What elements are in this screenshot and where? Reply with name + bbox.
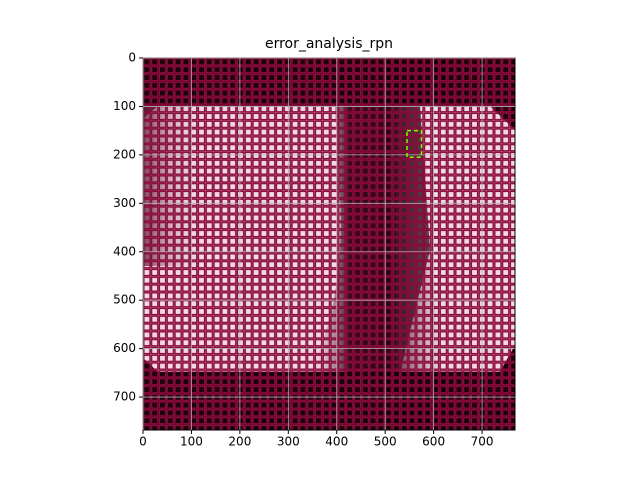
y-tick-label: 200 [113, 147, 136, 161]
image [143, 58, 515, 430]
x-tick-label: 100 [180, 435, 203, 449]
x-tick-label: 300 [277, 435, 300, 449]
y-tick-label: 600 [113, 341, 136, 355]
x-tick-label: 400 [325, 435, 348, 449]
y-tick-label: 300 [113, 196, 136, 210]
y-tick-label: 100 [113, 99, 136, 113]
x-tick-label: 600 [422, 435, 445, 449]
chart-title: error_analysis_rpn [265, 36, 393, 52]
y-tick-label: 500 [113, 293, 136, 307]
x-tick-label: 200 [228, 435, 251, 449]
x-tick-label: 500 [374, 435, 397, 449]
highlight-box [406, 129, 423, 159]
y-tick-label: 700 [113, 390, 136, 404]
x-tick-label: 700 [471, 435, 494, 449]
x-tick-label: 0 [139, 435, 147, 449]
y-tick-label: 400 [113, 244, 136, 258]
y-tick-label: 0 [128, 51, 136, 65]
